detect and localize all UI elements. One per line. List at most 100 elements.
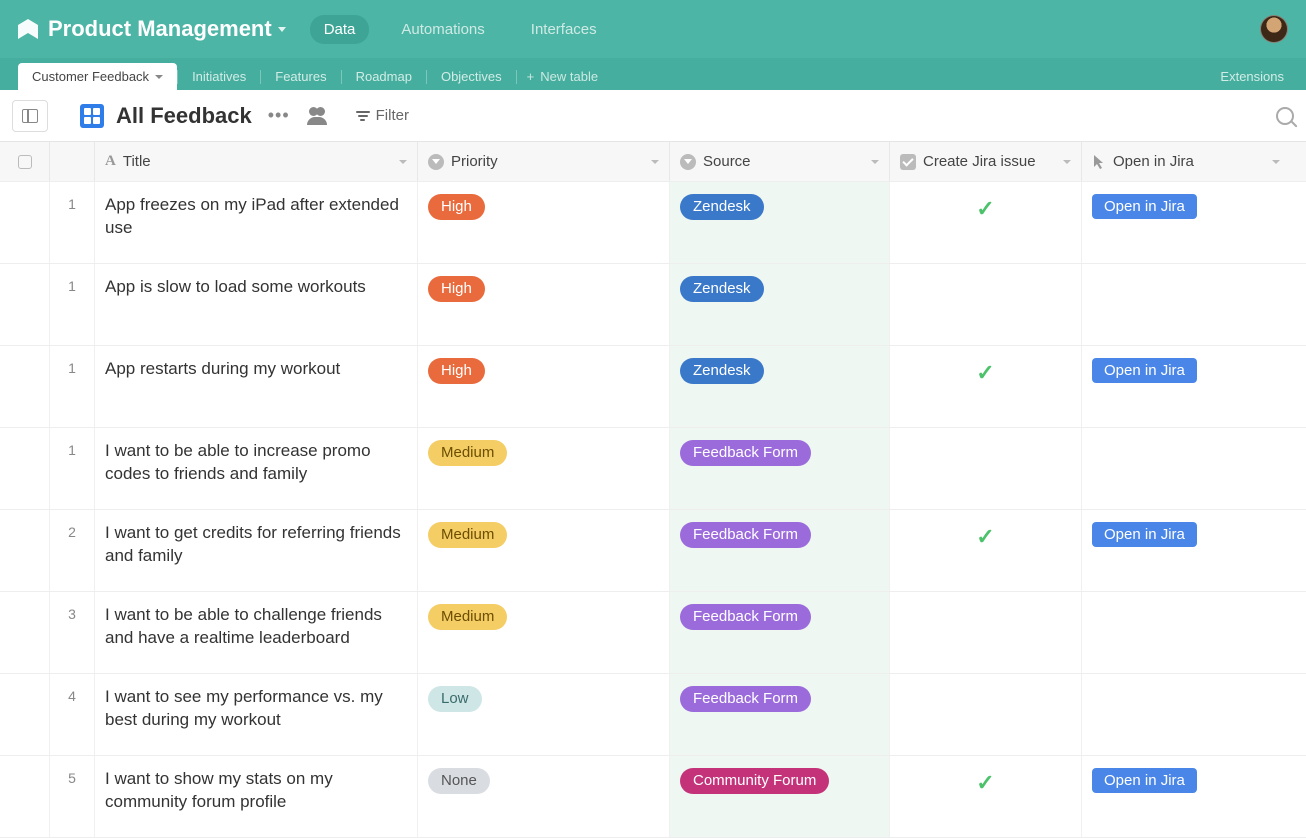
sidebar-toggle-button[interactable] xyxy=(12,100,48,132)
cell-create-jira[interactable] xyxy=(890,592,1082,673)
cell-create-jira[interactable]: ✓ xyxy=(890,756,1082,837)
top-nav-interfaces[interactable]: Interfaces xyxy=(517,15,611,44)
more-icon[interactable]: ••• xyxy=(260,105,298,126)
open-in-jira-button[interactable]: Open in Jira xyxy=(1092,768,1197,793)
table-tab[interactable]: Customer Feedback xyxy=(18,63,177,90)
cell-source[interactable]: Community Forum xyxy=(670,756,890,837)
table-tab[interactable]: Roadmap xyxy=(342,63,426,90)
table-row[interactable]: 4I want to see my performance vs. my bes… xyxy=(0,674,1306,756)
header-checkbox-cell[interactable] xyxy=(0,142,50,181)
search-button[interactable] xyxy=(1276,107,1294,125)
extensions-button[interactable]: Extensions xyxy=(1216,63,1288,90)
cell-create-jira[interactable]: ✓ xyxy=(890,510,1082,591)
cell-priority[interactable]: Low xyxy=(418,674,670,755)
priority-pill: Medium xyxy=(428,604,507,630)
table-tab[interactable]: Objectives xyxy=(427,63,516,90)
priority-pill: Low xyxy=(428,686,482,712)
cell-source[interactable]: Zendesk xyxy=(670,346,890,427)
table-row[interactable]: 1I want to be able to increase promo cod… xyxy=(0,428,1306,510)
chevron-down-icon[interactable] xyxy=(155,75,163,79)
people-icon[interactable] xyxy=(306,107,328,125)
cell-title[interactable]: I want to show my stats on my community … xyxy=(95,756,418,837)
cell-open-jira[interactable] xyxy=(1082,674,1290,755)
cell-create-jira[interactable] xyxy=(890,674,1082,755)
cell-priority[interactable]: Medium xyxy=(418,510,670,591)
chevron-down-icon[interactable] xyxy=(399,160,407,164)
avatar[interactable] xyxy=(1260,15,1288,43)
cell-open-jira[interactable]: Open in Jira xyxy=(1082,510,1290,591)
cell-create-jira[interactable] xyxy=(890,264,1082,345)
text-field-icon: A xyxy=(105,153,116,170)
table-tab[interactable]: Initiatives xyxy=(178,63,260,90)
cell-title[interactable]: App is slow to load some workouts xyxy=(95,264,418,345)
cell-source[interactable]: Zendesk xyxy=(670,182,890,263)
cell-title[interactable]: I want to be able to challenge friends a… xyxy=(95,592,418,673)
new-table-button[interactable]: + New table xyxy=(517,63,608,90)
cell-priority[interactable]: None xyxy=(418,756,670,837)
row-checkbox-cell[interactable] xyxy=(0,592,50,673)
data-table: A Title Priority Source Create Jira issu… xyxy=(0,142,1306,838)
table-row[interactable]: 3I want to be able to challenge friends … xyxy=(0,592,1306,674)
open-in-jira-button[interactable]: Open in Jira xyxy=(1092,358,1197,383)
chevron-down-icon[interactable] xyxy=(278,27,286,32)
cell-title[interactable]: I want to be able to increase promo code… xyxy=(95,428,418,509)
table-header-row: A Title Priority Source Create Jira issu… xyxy=(0,142,1306,182)
open-in-jira-button[interactable]: Open in Jira xyxy=(1092,522,1197,547)
row-checkbox-cell[interactable] xyxy=(0,264,50,345)
table-row[interactable]: 1App freezes on my iPad after extended u… xyxy=(0,182,1306,264)
cell-open-jira[interactable] xyxy=(1082,428,1290,509)
header-title[interactable]: A Title xyxy=(50,142,418,181)
cell-open-jira[interactable]: Open in Jira xyxy=(1082,756,1290,837)
top-nav-automations[interactable]: Automations xyxy=(387,15,498,44)
cell-source[interactable]: Zendesk xyxy=(670,264,890,345)
cell-create-jira[interactable] xyxy=(890,428,1082,509)
cell-open-jira[interactable]: Open in Jira xyxy=(1082,182,1290,263)
cell-title[interactable]: I want to see my performance vs. my best… xyxy=(95,674,418,755)
cell-open-jira[interactable] xyxy=(1082,592,1290,673)
cell-priority[interactable]: Medium xyxy=(418,428,670,509)
row-checkbox-cell[interactable] xyxy=(0,756,50,837)
table-row[interactable]: 2I want to get credits for referring fri… xyxy=(0,510,1306,592)
chevron-down-icon[interactable] xyxy=(1272,160,1280,164)
header-priority[interactable]: Priority xyxy=(418,142,670,181)
cell-source[interactable]: Feedback Form xyxy=(670,510,890,591)
header-open-jira[interactable]: Open in Jira xyxy=(1082,142,1290,181)
table-row[interactable]: 1App restarts during my workoutHighZende… xyxy=(0,346,1306,428)
cell-priority[interactable]: High xyxy=(418,182,670,263)
row-checkbox-cell[interactable] xyxy=(0,346,50,427)
table-row[interactable]: 5I want to show my stats on my community… xyxy=(0,756,1306,838)
chevron-down-icon[interactable] xyxy=(651,160,659,164)
cell-title[interactable]: App restarts during my workout xyxy=(95,346,418,427)
header-source[interactable]: Source xyxy=(670,142,890,181)
top-nav-data[interactable]: Data xyxy=(310,15,370,44)
header-create-jira[interactable]: Create Jira issue xyxy=(890,142,1082,181)
view-name[interactable]: All Feedback xyxy=(116,103,252,129)
cell-priority[interactable]: High xyxy=(418,264,670,345)
cell-title[interactable]: I want to get credits for referring frie… xyxy=(95,510,418,591)
row-checkbox-cell[interactable] xyxy=(0,510,50,591)
table-tab[interactable]: Features xyxy=(261,63,340,90)
cell-source[interactable]: Feedback Form xyxy=(670,592,890,673)
cell-priority[interactable]: High xyxy=(418,346,670,427)
cell-create-jira[interactable]: ✓ xyxy=(890,346,1082,427)
cell-title[interactable]: App freezes on my iPad after extended us… xyxy=(95,182,418,263)
cell-open-jira[interactable]: Open in Jira xyxy=(1082,346,1290,427)
row-checkbox-cell[interactable] xyxy=(0,182,50,263)
priority-pill: Medium xyxy=(428,440,507,466)
row-checkbox-cell[interactable] xyxy=(0,674,50,755)
cell-source[interactable]: Feedback Form xyxy=(670,674,890,755)
table-row[interactable]: 1App is slow to load some workoutsHighZe… xyxy=(0,264,1306,346)
row-checkbox-cell[interactable] xyxy=(0,428,50,509)
filter-button[interactable]: Filter xyxy=(356,107,409,124)
base-logo-icon xyxy=(18,19,38,39)
cell-priority[interactable]: Medium xyxy=(418,592,670,673)
open-in-jira-button[interactable]: Open in Jira xyxy=(1092,194,1197,219)
chevron-down-icon[interactable] xyxy=(871,160,879,164)
chevron-down-icon[interactable] xyxy=(1063,160,1071,164)
cell-open-jira[interactable] xyxy=(1082,264,1290,345)
cell-create-jira[interactable]: ✓ xyxy=(890,182,1082,263)
select-all-checkbox[interactable] xyxy=(18,155,32,169)
base-title[interactable]: Product Management xyxy=(48,16,272,42)
cell-source[interactable]: Feedback Form xyxy=(670,428,890,509)
source-pill: Community Forum xyxy=(680,768,829,794)
